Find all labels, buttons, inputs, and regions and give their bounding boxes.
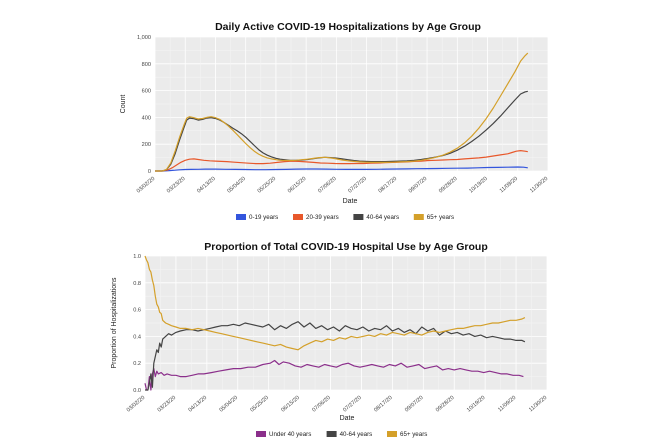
- x-tick-label: 07/06/20: [311, 395, 332, 414]
- y-tick-label: 0.4: [133, 334, 141, 340]
- y-tick-label: 0.8: [133, 281, 141, 287]
- bottom-chart-y-ticks: 0.0 0.2 0.4 0.6 0.8 1.0: [133, 254, 141, 394]
- x-tick-label: 11/30/20: [529, 176, 549, 194]
- x-tick-label: 03/23/20: [157, 395, 178, 414]
- series-line-20-39-years: [155, 150, 528, 172]
- series-line-0-19-years: [155, 166, 528, 172]
- legend-label: 40-64 years: [340, 431, 373, 438]
- legend-label: 65+ years: [427, 214, 454, 221]
- legend-swatch: [256, 431, 266, 437]
- legend-label: 20-39 years: [306, 214, 339, 221]
- x-tick-label: 09/28/20: [435, 395, 456, 414]
- top-chart-legend: 0-19 years 20-39 years 40-64 years 65+ year…: [236, 214, 454, 221]
- top-chart-series: [155, 52, 529, 172]
- y-tick-label: 400: [142, 115, 151, 121]
- legend-swatch: [387, 431, 397, 437]
- top-chart: Daily Active COVID-19 Hospitalizations b…: [120, 21, 549, 221]
- bottom-chart-series: [144, 255, 526, 391]
- legend-label: 0-19 years: [249, 214, 278, 221]
- x-tick-label: 11/09/20: [497, 395, 517, 413]
- x-tick-label: 03/02/20: [136, 176, 157, 195]
- x-tick-label: 07/27/20: [347, 176, 368, 195]
- legend-label: 65+ years: [400, 431, 427, 438]
- y-tick-label: 0.6: [133, 308, 141, 314]
- legend-swatch: [293, 214, 303, 220]
- x-tick-label: 08/17/20: [378, 176, 399, 195]
- x-tick-label: 05/25/20: [257, 176, 278, 195]
- y-tick-label: 800: [142, 62, 151, 68]
- y-tick-label: 0.0: [133, 388, 141, 394]
- x-tick-label: 07/06/20: [317, 176, 338, 195]
- bottom-chart-x-ticks: 03/02/20 03/23/20 04/13/20 05/04/20 05/25/20…: [126, 395, 549, 414]
- top-chart-x-label: Date: [343, 198, 358, 205]
- top-chart-y-label: Count: [120, 95, 127, 114]
- top-chart-title: Daily Active COVID-19 Hospitalizations b…: [215, 21, 481, 33]
- y-tick-label: 0.2: [133, 361, 141, 367]
- x-tick-label: 06/15/20: [287, 176, 308, 195]
- bottom-chart-legend: Under 40 years 40-64 years 65+ years: [256, 431, 427, 438]
- y-tick-label: 0: [148, 169, 151, 175]
- x-tick-label: 10/19/20: [468, 176, 489, 195]
- x-tick-label: 06/15/20: [280, 395, 301, 414]
- x-tick-label: 05/04/20: [226, 176, 247, 195]
- x-tick-label: 11/09/20: [499, 176, 519, 194]
- x-tick-label: 09/07/20: [404, 395, 425, 414]
- legend-swatch: [413, 214, 424, 220]
- x-tick-label: 08/17/20: [373, 395, 394, 414]
- x-tick-label: 11/30/20: [528, 395, 548, 413]
- x-tick-label: 07/27/20: [342, 395, 363, 414]
- series-line-65-years: [155, 52, 529, 172]
- legend-swatch: [236, 214, 246, 220]
- series-line-65-years: [144, 255, 526, 351]
- bottom-chart-y-label: Proportion of Hospitalizations: [111, 277, 118, 369]
- top-chart-y-ticks: 0 200 400 600 800 1,000: [137, 35, 151, 175]
- legend-label: 40-64 years: [366, 214, 399, 221]
- bottom-chart-gridlines: [144, 255, 548, 391]
- x-tick-label: 10/19/20: [466, 395, 487, 414]
- x-tick-label: 09/07/20: [408, 176, 429, 195]
- bottom-chart-title: Proportion of Total COVID-19 Hospital Us…: [204, 241, 488, 253]
- y-tick-label: 600: [142, 89, 151, 95]
- y-tick-label: 1,000: [137, 35, 151, 41]
- x-tick-label: 03/02/20: [126, 395, 147, 414]
- bottom-chart: Proportion of Total COVID-19 Hospital Us…: [111, 241, 548, 438]
- legend-swatch: [353, 214, 364, 220]
- series-line-40-64-years: [145, 321, 526, 391]
- bottom-chart-x-label: Date: [340, 415, 355, 422]
- x-tick-label: 09/28/20: [438, 176, 459, 195]
- x-tick-label: 04/13/20: [188, 395, 209, 414]
- x-tick-label: 03/23/20: [166, 176, 187, 195]
- x-tick-label: 04/13/20: [196, 176, 217, 195]
- top-chart-x-ticks: 03/02/20 03/23/20 04/13/20 05/04/20 05/25/20…: [136, 176, 550, 195]
- y-tick-label: 200: [142, 142, 151, 148]
- x-tick-label: 05/25/20: [249, 395, 270, 414]
- series-line-under-40-years: [144, 359, 524, 391]
- legend-swatch: [326, 431, 337, 437]
- legend-label: Under 40 years: [269, 431, 311, 438]
- x-tick-label: 05/04/20: [219, 395, 240, 414]
- top-chart-gridlines: [154, 36, 549, 172]
- y-tick-label: 1.0: [133, 254, 141, 260]
